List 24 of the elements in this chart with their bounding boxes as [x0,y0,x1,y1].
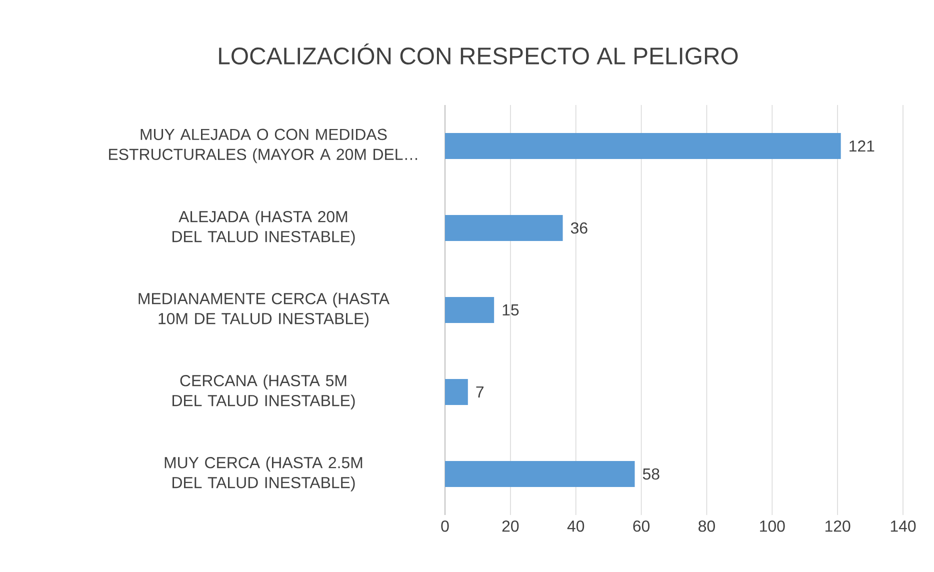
y-tick-label: MUY CERCA (HASTA 2.5M DEL TALUD INESTABLE) [164,456,362,492]
data-label: 58 [642,468,660,480]
x-tick-label: 60 [633,520,650,532]
bar [445,378,468,405]
bar [445,132,841,159]
y-tick-label: MUY ALEJADA O CON MEDIDAS ESTRUCTURALES (MAYOR A 20M DEL… [109,128,418,164]
data-label: 15 [502,304,519,316]
x-tick-label: 140 [890,520,916,532]
x-tick-label: 40 [567,520,584,532]
chart-title: LOCALIZACIÓN CON RESPECTO AL PELIGRO [219,44,738,64]
x-tick-label: 20 [502,520,519,532]
data-label: 7 [476,386,484,398]
x-tick-label: 0 [441,520,449,532]
y-tick-label: ALEJADA (HASTA 20M DEL TALUD INESTABLE) [172,210,355,246]
x-tick-label: 80 [698,520,715,532]
data-label: 36 [570,222,588,234]
y-tick-label: CERCANA (HASTA 5M DEL TALUD INESTABLE) [172,374,355,410]
y-tick-label: MEDIANAMENTE CERCA (HASTA 10M DE TALUD INESTABLE) [138,292,390,328]
bar [445,460,635,487]
bar [445,214,563,241]
bar [445,296,494,323]
data-label: 121 [850,140,874,152]
x-tick-label: 100 [760,520,785,532]
x-tick-label: 120 [826,520,850,532]
